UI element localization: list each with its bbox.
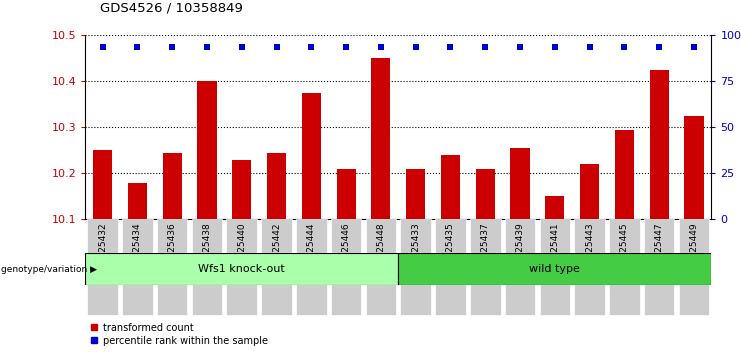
Bar <box>157 219 187 315</box>
Text: GSM825444: GSM825444 <box>307 222 316 277</box>
Bar <box>435 219 466 315</box>
Bar <box>330 219 362 315</box>
Text: GSM825435: GSM825435 <box>446 222 455 277</box>
Text: GSM825436: GSM825436 <box>167 222 176 277</box>
Bar <box>336 169 356 219</box>
Bar <box>232 160 251 219</box>
Text: Wfs1 knock-out: Wfs1 knock-out <box>199 264 285 274</box>
Bar <box>122 219 153 315</box>
Bar <box>227 219 257 315</box>
Bar <box>93 150 112 219</box>
Bar <box>192 219 222 315</box>
Text: GSM825442: GSM825442 <box>272 222 281 277</box>
Bar <box>399 253 711 285</box>
Text: GSM825433: GSM825433 <box>411 222 420 277</box>
Text: GSM825447: GSM825447 <box>655 222 664 277</box>
Bar <box>197 81 216 219</box>
Bar <box>476 169 495 219</box>
Text: GSM825449: GSM825449 <box>689 222 699 277</box>
Text: GSM825437: GSM825437 <box>481 222 490 277</box>
Text: GSM825440: GSM825440 <box>237 222 246 277</box>
Bar <box>85 253 399 285</box>
Text: genotype/variation ▶: genotype/variation ▶ <box>1 264 98 274</box>
Text: GSM825438: GSM825438 <box>202 222 211 277</box>
Text: GSM825434: GSM825434 <box>133 222 142 277</box>
Bar <box>406 169 425 219</box>
Bar <box>609 219 639 315</box>
Text: wild type: wild type <box>529 264 580 274</box>
Bar <box>679 219 709 315</box>
Text: GSM825432: GSM825432 <box>98 222 107 277</box>
Bar <box>539 219 570 315</box>
Text: GSM825443: GSM825443 <box>585 222 594 277</box>
Bar <box>371 58 391 219</box>
Text: GSM825441: GSM825441 <box>551 222 559 277</box>
Bar <box>87 219 118 315</box>
Bar <box>267 153 286 219</box>
Bar <box>505 219 535 315</box>
Bar <box>302 93 321 219</box>
Bar <box>441 155 460 219</box>
Bar <box>644 219 674 315</box>
Text: GSM825445: GSM825445 <box>620 222 629 277</box>
Bar <box>580 164 599 219</box>
Bar <box>615 130 634 219</box>
Text: GSM825439: GSM825439 <box>516 222 525 277</box>
Bar <box>574 219 605 315</box>
Bar <box>162 153 182 219</box>
Bar <box>128 183 147 219</box>
Bar <box>470 219 501 315</box>
Legend: transformed count, percentile rank within the sample: transformed count, percentile rank withi… <box>90 323 268 346</box>
Bar <box>545 196 565 219</box>
Text: GSM825448: GSM825448 <box>376 222 385 277</box>
Bar <box>685 116 703 219</box>
Text: GSM825446: GSM825446 <box>342 222 350 277</box>
Bar <box>650 70 668 219</box>
Bar <box>511 148 530 219</box>
Bar <box>365 219 396 315</box>
Text: GDS4526 / 10358849: GDS4526 / 10358849 <box>100 1 243 14</box>
Bar <box>296 219 327 315</box>
Bar <box>400 219 431 315</box>
Bar <box>262 219 292 315</box>
